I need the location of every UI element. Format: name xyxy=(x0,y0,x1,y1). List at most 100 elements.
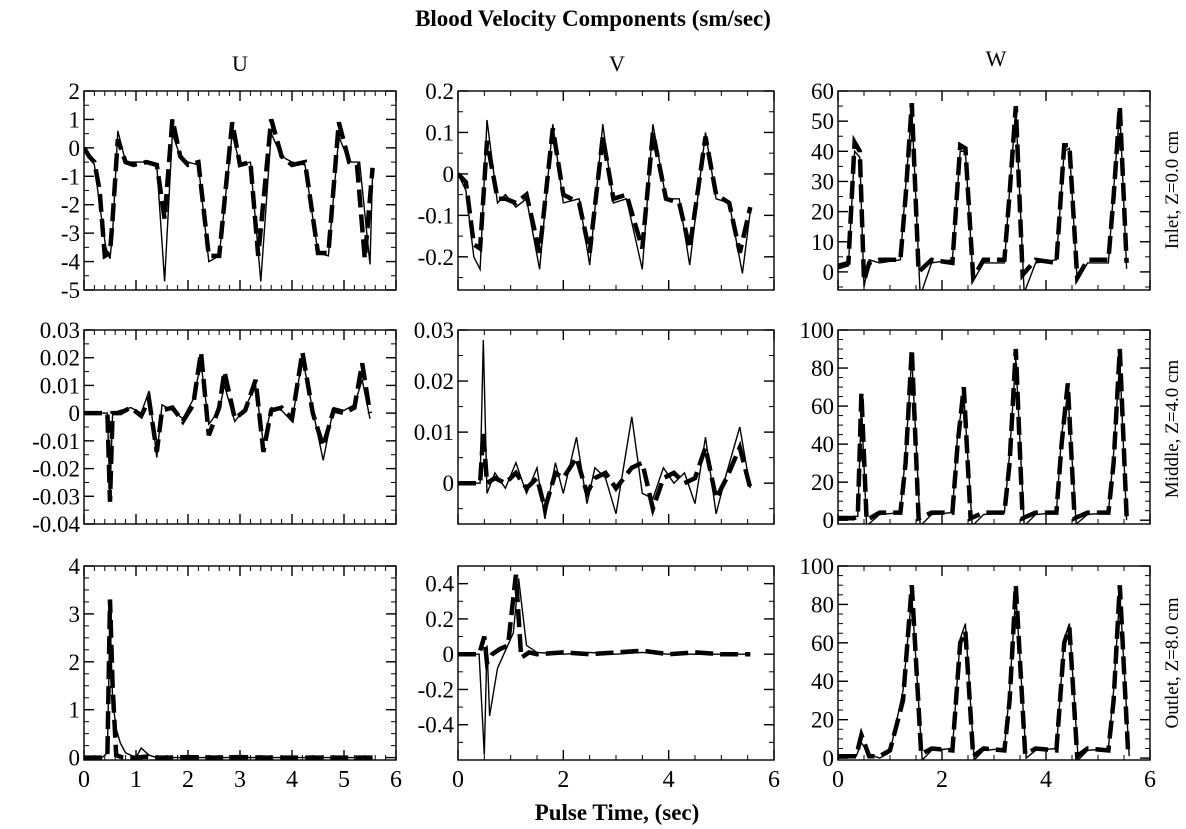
y-tick-label: 0.2 xyxy=(425,607,454,632)
panel-inlet-w: 0 10 20 30 40 50 60 xyxy=(811,79,1151,291)
x-tick-label: 2 xyxy=(936,767,948,793)
series-line-solid xyxy=(838,592,1130,760)
series-line-solid xyxy=(84,130,374,282)
y-tick-label: 0 xyxy=(443,642,455,667)
plot-frame xyxy=(83,565,397,761)
y-tick-label: 10 xyxy=(811,230,834,255)
y-tick-label: 2 xyxy=(69,79,81,104)
panel-inlet-u: -5 -4 -3 -2 -1 0 1 2 xyxy=(61,79,397,303)
figure-title: Blood Velocity Components (sm/sec) xyxy=(415,6,771,31)
plot-frame xyxy=(837,565,1151,761)
y-tick-label: -0.03 xyxy=(32,484,80,509)
plot-frame xyxy=(457,90,775,291)
y-tick-label: 0 xyxy=(823,746,835,771)
y-tick-label: 20 xyxy=(811,200,834,225)
x-tick-label: 4 xyxy=(663,767,675,793)
y-tick-label: -3 xyxy=(61,221,80,246)
y-tick-label: 0.03 xyxy=(40,318,80,343)
y-tick-label: 0.01 xyxy=(414,420,454,445)
series-line-solid xyxy=(838,109,1128,290)
y-tick-label: 0.02 xyxy=(40,346,80,371)
panel-outlet-u: 0 1 2 3 4 5 6 0 1 2 3 4 xyxy=(69,554,403,793)
x-tick-label: 2 xyxy=(182,767,194,793)
y-tick-label: 20 xyxy=(811,708,834,733)
y-tick-label: 20 xyxy=(811,470,834,495)
column-title-v: V xyxy=(609,51,625,76)
series-line-dashed xyxy=(838,585,1131,760)
x-tick-label: 1 xyxy=(130,767,142,793)
plot-frame xyxy=(457,565,775,761)
plot-frame xyxy=(83,90,397,291)
x-tick-label: 6 xyxy=(1144,767,1156,793)
column-title-w: W xyxy=(986,46,1007,71)
panel-middle-v: 0 0.01 0.02 0.03 xyxy=(414,318,775,525)
y-tick-label: 0 xyxy=(69,746,81,771)
y-tick-label: -0.04 xyxy=(32,512,80,537)
column-title-u: U xyxy=(232,51,248,76)
y-tick-label: 100 xyxy=(800,318,835,343)
series-line-dashed xyxy=(84,351,373,502)
y-tick-label: 0.4 xyxy=(425,572,454,597)
row-label-middle: Middle, Z=4.0 cm xyxy=(1162,360,1183,499)
plot-frame xyxy=(457,329,775,525)
x-tick-label: 5 xyxy=(338,767,350,793)
plot-frame xyxy=(837,329,1151,525)
y-tick-label: -0.2 xyxy=(418,677,454,702)
y-tick-label: -0.02 xyxy=(32,457,80,482)
y-tick-label: 60 xyxy=(811,79,834,104)
panel-middle-w: 0 20 40 60 80 100 xyxy=(800,318,1151,533)
y-tick-label: 0 xyxy=(69,401,81,426)
y-tick-label: 40 xyxy=(811,432,834,457)
x-tick-label: 4 xyxy=(286,767,298,793)
y-tick-label: -0.4 xyxy=(418,713,455,738)
y-tick-label: 0 xyxy=(443,471,455,496)
y-tick-label: 0.01 xyxy=(40,373,80,398)
y-tick-label: 0.1 xyxy=(425,120,454,145)
series-line-solid xyxy=(458,119,751,274)
y-tick-label: -0.01 xyxy=(32,429,80,454)
y-tick-label: 0.2 xyxy=(425,79,454,104)
series-line-solid xyxy=(84,613,373,759)
chart-panels: -5-4-3-2-1012-0.2-0.100.10.2010203040506… xyxy=(32,79,1156,793)
x-tick-label: 4 xyxy=(1040,767,1052,793)
panel-outlet-v: 0 2 4 6 -0.4 -0.2 0 0.2 0.4 xyxy=(418,565,780,793)
series-line-solid xyxy=(84,357,371,497)
y-tick-label: -4 xyxy=(61,250,81,275)
y-tick-label: -0.1 xyxy=(418,203,454,228)
y-tick-label: 0 xyxy=(443,162,455,187)
y-tick-label: 2 xyxy=(69,650,81,675)
x-tick-label: 0 xyxy=(78,767,90,793)
series-line-dashed xyxy=(458,127,753,254)
y-tick-label: -5 xyxy=(61,278,80,303)
x-axis-label: Pulse Time, (sec) xyxy=(535,800,700,825)
row-label-inlet: Inlet, Z=0.0 cm xyxy=(1162,131,1183,250)
y-tick-label: 60 xyxy=(811,394,834,419)
y-tick-label: 100 xyxy=(800,554,835,579)
y-tick-label: 80 xyxy=(811,592,834,617)
panel-inlet-v: -0.2 -0.1 0 0.1 0.2 xyxy=(418,79,775,291)
series-line-dashed xyxy=(838,348,1129,524)
y-tick-label: 1 xyxy=(69,107,81,132)
x-tick-label: 2 xyxy=(557,767,569,793)
y-tick-label: 0 xyxy=(69,136,81,161)
x-tick-label: 6 xyxy=(390,767,402,793)
y-tick-label: 3 xyxy=(69,602,81,627)
y-tick-label: -2 xyxy=(61,193,80,218)
row-label-outlet: Outlet, Z=8.0 cm xyxy=(1162,597,1183,728)
y-tick-label: 50 xyxy=(811,109,834,134)
y-tick-label: 1 xyxy=(69,698,81,723)
plot-frame xyxy=(83,329,397,525)
series-line-solid xyxy=(458,340,751,520)
y-tick-label: 0.03 xyxy=(414,318,454,343)
series-line-solid xyxy=(458,578,751,755)
series-line-solid xyxy=(838,356,1128,524)
panel-middle-u: -0.04 -0.03-0.02 -0.01 0 0.010.02 0.03 xyxy=(32,318,397,537)
y-tick-label: -0.2 xyxy=(418,245,454,270)
y-tick-label: 4 xyxy=(69,554,81,579)
y-tick-label: 80 xyxy=(811,356,834,381)
x-tick-label: 3 xyxy=(234,767,246,793)
y-tick-label: 40 xyxy=(811,139,834,164)
y-tick-label: -1 xyxy=(61,164,80,189)
